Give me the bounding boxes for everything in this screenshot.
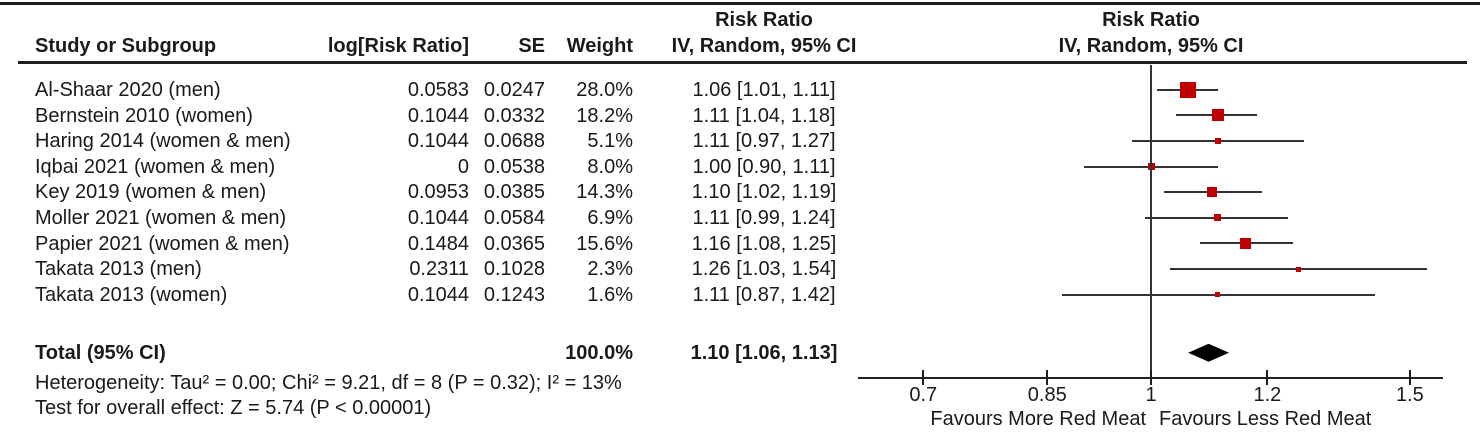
se-value: 0.0385 [483,181,545,204]
ci-text: 1.00 [0.90, 1.11] [692,155,836,178]
column-header-weight: Weight [566,35,633,57]
point-estimate-marker [1206,187,1217,198]
se-value: 0.0584 [483,207,545,229]
column-header-ci: IV, Random, 95% CI [671,35,857,57]
weight-value: 14.3% [576,181,633,204]
heterogeneity-text: Heterogeneity: Tau² = 0.00; Chi² = 9.21,… [35,372,622,394]
x-tick [1150,370,1152,385]
weight-value: 18.2% [576,104,633,127]
study-row: Haring 2014 (women & men) 0.1044 0.0688 … [0,128,1480,154]
x-tick [1046,370,1049,385]
weight-value: 28.0% [576,79,633,101]
total-label: Total (95% CI) [35,342,166,364]
point-estimate-marker [1240,237,1252,249]
log-risk-ratio-value: 0.1044 [407,130,469,153]
se-value: 0.0247 [483,79,545,101]
log-risk-ratio-value: 0.1044 [407,283,469,306]
x-tick [1266,370,1269,385]
study-name: Takata 2013 (women) [35,283,228,306]
point-estimate-marker [1180,81,1197,98]
column-header-se: SE [518,35,545,57]
se-value: 0.1028 [483,258,545,281]
study-row: Moller 2021 (women & men) 0.1044 0.0584 … [0,205,1480,231]
study-row: Iqbai 2021 (women & men) 0 0.0538 8.0% 1… [0,154,1480,180]
ci-text: 1.11 [0.97, 1.27] [692,130,836,153]
se-value: 0.0538 [483,155,545,178]
total-row: Total (95% CI) 100.0% 1.10 [1.06, 1.13] [0,340,1480,366]
se-value: 0.0688 [483,130,545,153]
study-row: Bernstein 2010 (women) 0.1044 0.0332 18.… [0,103,1480,129]
x-tick-label: 0.7 [909,384,938,406]
favours-left-label: Favours More Red Meat [930,408,1146,430]
log-risk-ratio-value: 0.0583 [407,79,469,101]
weight-value: 15.6% [576,232,633,255]
summary-diamond [1188,343,1229,362]
risk-ratio-title-left: Risk Ratio [715,9,813,31]
ci-text: 1.06 [1.01, 1.11] [692,79,836,101]
ci-text: 1.11 [0.87, 1.42] [692,283,836,306]
ci-text: 1.26 [1.03, 1.54] [691,258,837,281]
x-tick-label: 1.5 [1395,384,1424,406]
risk-ratio-title-right: Risk Ratio [1102,9,1200,31]
null-effect-line [1150,65,1152,378]
column-header-log-risk-ratio: log[Risk Ratio] [327,35,469,57]
se-value: 0.0365 [483,232,545,255]
study-name: Moller 2021 (women & men) [35,207,287,229]
total-ci-text: 1.10 [1.06, 1.13] [690,342,838,364]
x-tick-label: 1.2 [1253,384,1282,406]
top-border-rule [0,2,1480,5]
x-tick [922,370,925,385]
total-weight: 100.0% [565,342,633,364]
point-estimate-marker [1214,138,1221,144]
study-row: Papier 2021 (women & men) 0.1484 0.0365 … [0,231,1480,257]
log-risk-ratio-value: 0.1044 [407,104,469,127]
study-name: Takata 2013 (men) [35,258,202,281]
log-risk-ratio-value: 0.1044 [407,207,469,229]
favours-right-label: Favours Less Red Meat [1159,408,1372,430]
ci-text: 1.16 [1.08, 1.25] [691,232,837,255]
log-risk-ratio-value: 0 [457,155,469,178]
point-estimate-marker [1214,214,1222,222]
x-tick [1408,370,1411,385]
study-name: Key 2019 (women & men) [35,181,267,204]
x-tick-label: 1 [1145,384,1157,406]
point-estimate-marker [1296,266,1302,272]
point-estimate-marker [1215,292,1221,298]
se-value: 0.0332 [483,104,545,127]
overall-effect-text: Test for overall effect: Z = 5.74 (P < 0… [35,397,432,419]
x-tick-label: 0.85 [1027,384,1067,406]
weight-value: 6.9% [587,207,633,229]
column-header-study: Study or Subgroup [35,35,217,57]
study-name: Bernstein 2010 (women) [35,104,253,127]
study-row: Al-Shaar 2020 (men) 0.0583 0.0247 28.0% … [0,77,1480,103]
study-name: Papier 2021 (women & men) [35,232,290,255]
study-row: Takata 2013 (men) 0.2311 0.1028 2.3% 1.2… [0,256,1480,282]
weight-value: 1.6% [587,283,633,306]
study-name: Iqbai 2021 (women & men) [35,155,276,178]
weight-value: 2.3% [587,258,633,281]
ci-text: 1.10 [1.02, 1.19] [691,181,837,204]
weight-value: 8.0% [587,155,633,178]
header-underline-rule [18,61,1467,64]
log-risk-ratio-value: 0.1484 [407,232,469,255]
point-estimate-marker [1211,109,1224,122]
study-row: Takata 2013 (women) 0.1044 0.1243 1.6% 1… [0,282,1480,308]
plot-header-model: IV, Random, 95% CI [1058,35,1244,57]
weight-value: 5.1% [587,130,633,153]
log-risk-ratio-value: 0.0953 [407,181,469,204]
log-risk-ratio-value: 0.2311 [409,258,469,281]
ci-text: 1.11 [1.04, 1.18] [692,104,836,127]
study-name: Al-Shaar 2020 (men) [35,79,221,101]
study-row: Key 2019 (women & men) 0.0953 0.0385 14.… [0,179,1480,205]
study-name: Haring 2014 (women & men) [35,130,291,153]
se-value: 0.1243 [483,283,545,306]
ci-text: 1.11 [0.99, 1.24] [692,207,836,229]
